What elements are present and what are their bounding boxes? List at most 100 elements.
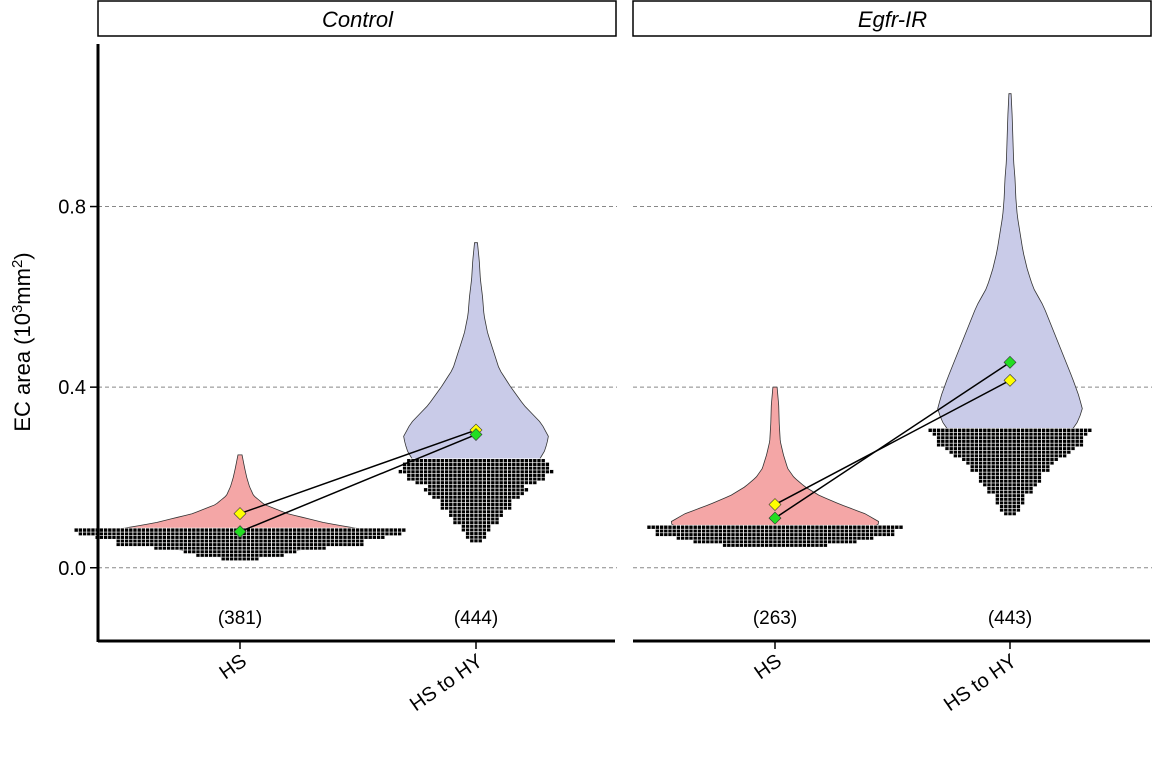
data-points [398, 458, 554, 543]
data-point [423, 458, 428, 464]
data-point [1083, 428, 1088, 433]
connection-yellow [239, 429, 477, 515]
data-point [498, 458, 504, 464]
data-point [549, 469, 554, 474]
data-point [818, 524, 824, 530]
data-point [376, 527, 381, 533]
data-point [477, 458, 483, 464]
data-point [890, 524, 895, 530]
data-point [944, 428, 950, 433]
data-point [755, 524, 761, 530]
data-point [183, 527, 188, 533]
data-point [823, 524, 828, 530]
data-point [435, 458, 441, 464]
connection-lines [239, 429, 477, 533]
data-point [1074, 428, 1080, 433]
data-point [1045, 428, 1051, 433]
data-point [806, 524, 811, 530]
data-point [881, 524, 887, 530]
data-point [128, 527, 134, 533]
data-point [452, 458, 458, 464]
connection-green [774, 361, 1011, 519]
data-point [494, 458, 500, 464]
data-point [969, 428, 975, 433]
data-point [730, 524, 736, 530]
data-point [292, 527, 297, 533]
data-point [73, 527, 79, 533]
data-point [718, 524, 723, 530]
data-point [503, 458, 508, 464]
data-point [519, 458, 525, 464]
data-point [486, 458, 491, 464]
data-point [726, 524, 732, 530]
data-point [894, 524, 900, 530]
y-title-end: ) [10, 252, 35, 259]
y-axis: 0.0 0.4 0.8 [58, 44, 100, 642]
data-point [120, 527, 125, 533]
data-point [932, 428, 937, 433]
data-point [346, 527, 352, 533]
data-point [789, 524, 795, 530]
data-point [974, 428, 979, 433]
data-point [401, 527, 407, 533]
data-point [1032, 428, 1038, 433]
data-point [739, 524, 744, 530]
data-point [802, 524, 807, 530]
data-point [898, 524, 904, 530]
data-point [856, 524, 862, 530]
data-point [465, 458, 470, 464]
y-tick-label: 0.8 [58, 197, 86, 219]
data-point [157, 527, 163, 533]
violin-group-hs: (263) HS [646, 386, 904, 684]
data-point [511, 458, 517, 464]
data-point [482, 458, 487, 464]
panel-control: Control (381) HS (444) HS to HY [73, 0, 617, 716]
marker-yellow [768, 498, 782, 511]
data-point [781, 524, 786, 530]
data-point [325, 527, 331, 533]
data-point [831, 524, 837, 530]
marker-green [1003, 355, 1017, 369]
data-point [166, 527, 171, 533]
y-title-sup1: 3 [9, 305, 26, 313]
data-point [1003, 428, 1009, 433]
data-point [258, 527, 264, 533]
data-point [444, 458, 449, 464]
data-point [865, 524, 870, 530]
data-point [1066, 428, 1072, 433]
data-point [107, 527, 113, 533]
data-point [705, 524, 711, 530]
data-point [713, 524, 719, 530]
marker-yellow [1003, 373, 1017, 387]
data-point [650, 524, 656, 530]
data-point [848, 524, 853, 530]
data-point [768, 524, 774, 530]
x-tick-label: HS to HY [406, 650, 487, 716]
data-point [671, 524, 677, 530]
data-point [1062, 428, 1067, 433]
data-point [124, 527, 129, 533]
violin-group-hs-to-hy: (444) HS to HY [398, 242, 554, 716]
data-point [229, 527, 234, 533]
data-point [380, 527, 386, 533]
data-point [448, 458, 454, 464]
data-point [372, 527, 377, 533]
data-point [764, 524, 769, 530]
data-point [225, 527, 230, 533]
data-point [288, 527, 293, 533]
data-point [663, 524, 669, 530]
data-point [1024, 428, 1030, 433]
data-point [507, 458, 512, 464]
n-label: (443) [988, 608, 1032, 629]
data-point [797, 524, 803, 530]
data-point [398, 469, 403, 474]
y-title-base: EC area (10 [10, 313, 35, 432]
data-point [490, 458, 496, 464]
data-point [174, 527, 180, 533]
data-point [115, 527, 121, 533]
data-point [419, 458, 424, 464]
data-point [427, 458, 433, 464]
data-point [313, 527, 318, 533]
violin-group-hs-to-hy: (443) HS to HY [927, 93, 1093, 716]
data-point [1070, 428, 1076, 433]
